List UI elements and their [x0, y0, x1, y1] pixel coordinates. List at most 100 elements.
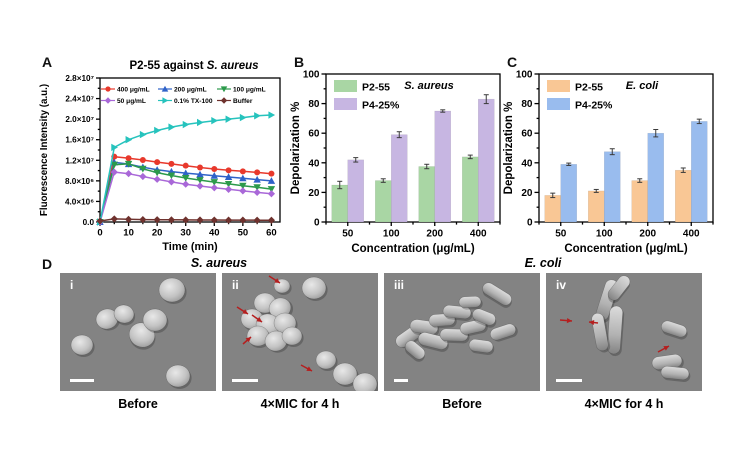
svg-text:0.0: 0.0: [83, 218, 95, 227]
sem-caption-mic-2: 4×MIC for 4 h: [584, 397, 664, 411]
panel-a-line-chart: 0.0 4.0×10⁶ 8.0×10⁶ 1.2×10⁷ 1.6×10⁷ 2.0×10⁷ 2.…: [39, 60, 281, 253]
bar-series-p4-25: [347, 94, 495, 223]
sem-image-iii: iii: [384, 273, 540, 391]
legend: 400 μg/mL 200 μg/mL 100 μg/mL 50 μg/mL 0.1% …: [101, 85, 266, 105]
svg-text:100: 100: [596, 229, 613, 240]
sem-group-title-e-coli: E. coli: [524, 256, 562, 270]
panel-c-label: C: [507, 54, 518, 70]
axes: [321, 73, 501, 226]
svg-text:200: 200: [426, 229, 443, 240]
svg-text:40: 40: [209, 228, 220, 239]
error-bar: [337, 180, 343, 190]
sem-image-ii: ii: [222, 273, 378, 391]
error-bar: [483, 94, 489, 105]
bar-series-p2-55: [544, 167, 692, 223]
error-bar: [609, 148, 615, 156]
svg-text:200: 200: [639, 229, 656, 240]
panel-a-label: A: [42, 54, 53, 70]
svg-text:40: 40: [308, 158, 320, 169]
sem-caption-before-2: Before: [442, 397, 482, 411]
error-bar: [696, 118, 702, 125]
svg-text:0: 0: [97, 228, 102, 239]
svg-text:Buffer: Buffer: [233, 98, 253, 105]
scale-bar: [232, 379, 258, 382]
error-bar: [637, 178, 643, 183]
error-bar: [380, 178, 386, 183]
svg-text:60: 60: [308, 129, 320, 140]
svg-text:100: 100: [516, 70, 533, 81]
chart-title: S. aureus: [404, 80, 454, 92]
bar-series-p2-55: [331, 154, 479, 223]
bacteria-rods: [591, 275, 691, 382]
svg-text:0.1% TX-100: 0.1% TX-100: [174, 98, 213, 105]
x-axis-label: Time (min): [162, 241, 218, 253]
sem-caption-before-1: Before: [118, 397, 158, 411]
svg-text:8.0×10⁶: 8.0×10⁶: [65, 177, 94, 186]
svg-text:1.2×10⁷: 1.2×10⁷: [65, 156, 94, 165]
svg-text:P4-25%: P4-25%: [575, 100, 613, 112]
y-axis-label: Depolarization %: [290, 102, 302, 195]
svg-text:50: 50: [555, 229, 567, 240]
svg-text:60: 60: [521, 129, 533, 140]
panel-d-label: D: [42, 256, 53, 272]
svg-text:4.0×10⁶: 4.0×10⁶: [65, 197, 94, 206]
svg-text:20: 20: [521, 188, 533, 199]
scale-bar: [556, 379, 582, 382]
y-axis-label: Fluorescence Intensity (a.u.): [39, 84, 50, 216]
svg-text:80: 80: [308, 99, 320, 110]
panel-c-bar-chart: 0 20 40 60 80 100 50 100 200 400 Concentration (μg…: [503, 70, 714, 255]
error-bar: [653, 129, 659, 138]
svg-text:400 μg/mL: 400 μg/mL: [117, 86, 150, 93]
svg-text:60: 60: [266, 228, 277, 239]
damage-arrows: [236, 275, 313, 372]
svg-text:2.0×10⁷: 2.0×10⁷: [65, 115, 94, 124]
error-bar: [467, 154, 473, 160]
sem-numeral-i: i: [70, 278, 74, 292]
error-bar: [440, 109, 446, 113]
panel-b-bar-chart: 0 20 40 60 80 100 50 100 200 400 Concentration (μg…: [290, 70, 501, 255]
line-series-buffer: [96, 215, 276, 225]
sem-caption-mic-1: 4×MIC for 4 h: [260, 397, 340, 411]
sem-image-i: i: [60, 273, 216, 391]
svg-text:10: 10: [123, 228, 134, 239]
svg-text:20: 20: [152, 228, 163, 239]
svg-text:100: 100: [303, 70, 320, 81]
scale-bar: [394, 379, 408, 382]
error-bar: [550, 192, 556, 199]
sem-numeral-iii: iii: [394, 278, 405, 292]
svg-text:20: 20: [308, 188, 320, 199]
line-series-0-1-tx-100: [97, 111, 276, 226]
sem-numeral-iv: iv: [556, 278, 567, 292]
svg-text:2.4×10⁷: 2.4×10⁷: [65, 95, 94, 104]
bar-series-p4-25: [560, 118, 708, 223]
error-bar: [353, 157, 359, 163]
y-axis-label: Depolarization %: [503, 102, 515, 195]
error-bar: [566, 162, 572, 166]
svg-text:P4-25%: P4-25%: [362, 100, 400, 112]
bacteria-cocci: [240, 276, 378, 391]
svg-text:0: 0: [314, 218, 320, 229]
svg-text:1.6×10⁷: 1.6×10⁷: [65, 136, 94, 145]
sem-group-title-s-aureus: S. aureus: [190, 256, 248, 270]
line-series-400-g-ml: [97, 153, 275, 225]
scale-bar: [70, 379, 94, 382]
svg-text:50: 50: [342, 229, 354, 240]
svg-text:P2-55: P2-55: [362, 82, 390, 94]
bacteria-cocci: [70, 277, 192, 389]
svg-text:200 μg/mL: 200 μg/mL: [174, 86, 207, 93]
error-bar: [593, 188, 599, 193]
axes: [534, 73, 714, 226]
svg-text:100 μg/mL: 100 μg/mL: [233, 86, 266, 93]
svg-text:400: 400: [470, 229, 487, 240]
svg-text:400: 400: [683, 229, 700, 240]
svg-text:30: 30: [180, 228, 191, 239]
svg-text:40: 40: [521, 158, 533, 169]
legend: P2-55 P4-25%: [547, 80, 613, 112]
svg-text:2.8×10⁷: 2.8×10⁷: [65, 74, 94, 83]
svg-text:P2-55: P2-55: [575, 82, 603, 94]
svg-text:0: 0: [527, 218, 533, 229]
error-bar: [396, 131, 402, 139]
chart-title: P2-55 against S. aureus: [129, 60, 258, 72]
bacteria-rods: [395, 282, 518, 362]
panel-b-label: B: [294, 54, 305, 70]
